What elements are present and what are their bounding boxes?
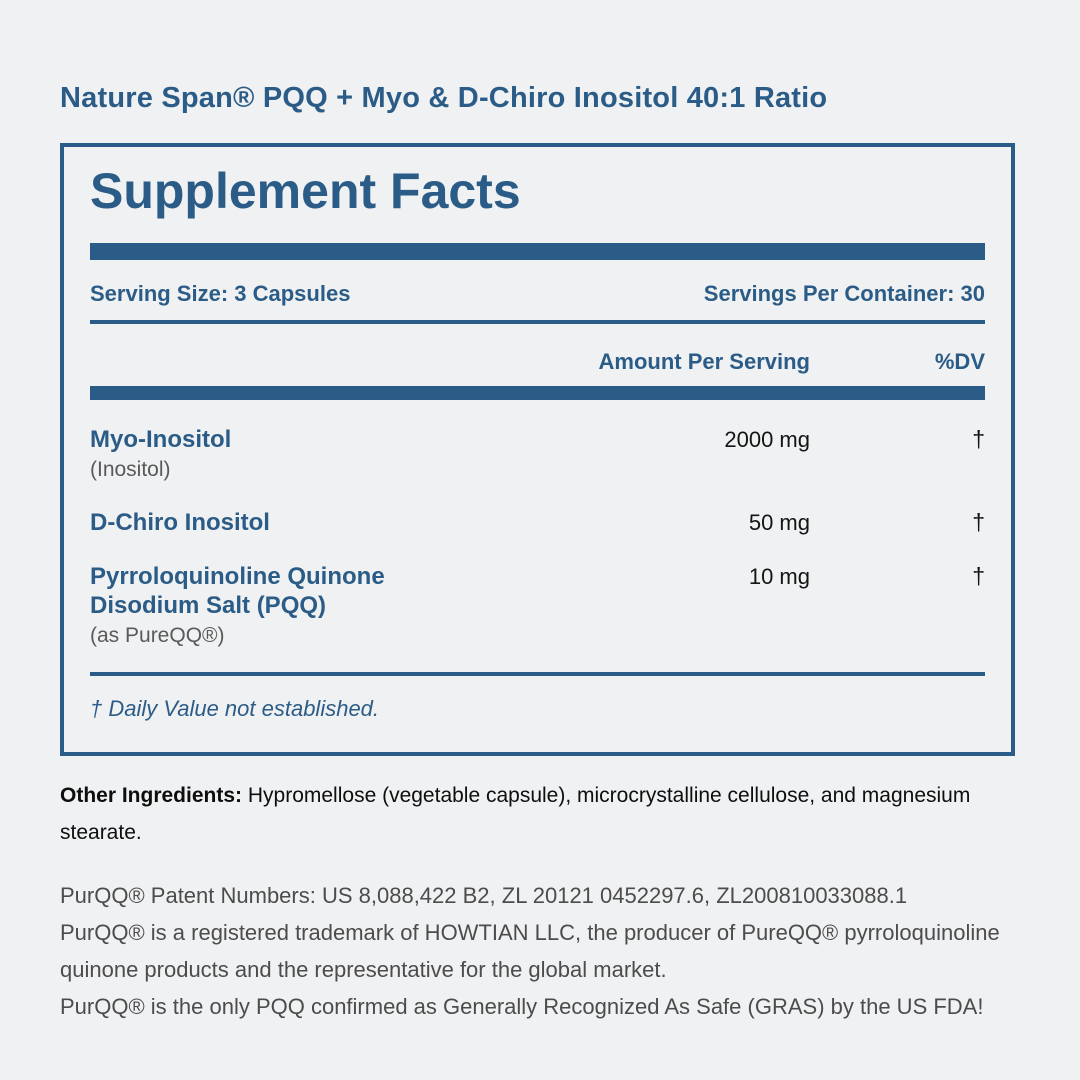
label-page: Nature Span® PQQ + Myo & D-Chiro Inosito… [60, 82, 1028, 1025]
other-ingredients-label: Other Ingredients: [60, 784, 243, 807]
ingredient-source: (as PureQQ®) [90, 624, 225, 647]
ingredient-amount: 50 mg [748, 510, 810, 535]
other-ingredients: Other Ingredients: Hypromellose (vegetab… [60, 777, 1025, 851]
ingredient-dv-dagger: † [972, 563, 985, 589]
column-header-row: Amount Per Serving %DV [90, 350, 985, 374]
panel-heading: Supplement Facts [90, 163, 521, 219]
divider-rule-footnote [90, 672, 985, 676]
ingredient-dv-dagger: † [972, 426, 985, 452]
registered-trademark-note: PurQQ® is a registered trademark of HOWT… [60, 920, 1000, 982]
ingredient-amount: 2000 mg [724, 427, 810, 452]
divider-bar-headers [90, 386, 985, 400]
ingredient-row-pqq: Pyrroloquinoline Quinone Disodium Salt (… [90, 562, 985, 649]
daily-value-footnote: † Daily Value not established. [90, 696, 380, 721]
gras-note: PurQQ® is the only PQQ confirmed as Gene… [60, 994, 984, 1019]
ingredient-name-block: D-Chiro Inositol [90, 508, 590, 537]
ingredient-name: Pyrroloquinoline Quinone Disodium Salt (… [90, 563, 385, 619]
column-header-amount: Amount Per Serving [598, 349, 810, 374]
ingredient-row-myo-inositol: Myo-Inositol (Inositol) 2000 mg † [90, 425, 985, 483]
serving-row: Serving Size: 3 Capsules Servings Per Co… [90, 281, 985, 307]
ingredient-amount: 10 mg [748, 564, 810, 589]
other-ingredients-text: Hypromellose (vegetable capsule), microc… [60, 784, 971, 844]
ingredient-name-block: Myo-Inositol (Inositol) [90, 425, 590, 483]
ingredient-row-d-chiro-inositol: D-Chiro Inositol 50 mg † [90, 508, 985, 537]
ingredient-name: D-Chiro Inositol [90, 509, 270, 536]
serving-size: Serving Size: 3 Capsules [90, 281, 351, 306]
page-title: Nature Span® PQQ + Myo & D-Chiro Inosito… [60, 82, 828, 114]
servings-per-container: Servings Per Container: 30 [703, 281, 985, 306]
ingredient-name: Myo-Inositol [90, 426, 232, 453]
trademark-notes: PurQQ® Patent Numbers: US 8,088,422 B2, … [60, 877, 1028, 1025]
divider-rule-serving [90, 320, 985, 324]
ingredient-source: (Inositol) [90, 458, 171, 481]
divider-bar-top [90, 243, 985, 260]
ingredient-dv-dagger: † [972, 509, 985, 535]
ingredient-name-block: Pyrroloquinoline Quinone Disodium Salt (… [90, 562, 590, 649]
patent-numbers-note: PurQQ® Patent Numbers: US 8,088,422 B2, … [60, 883, 908, 908]
supplement-facts-panel: Supplement Facts Serving Size: 3 Capsule… [60, 143, 1015, 756]
column-header-dv: %DV [934, 349, 985, 374]
